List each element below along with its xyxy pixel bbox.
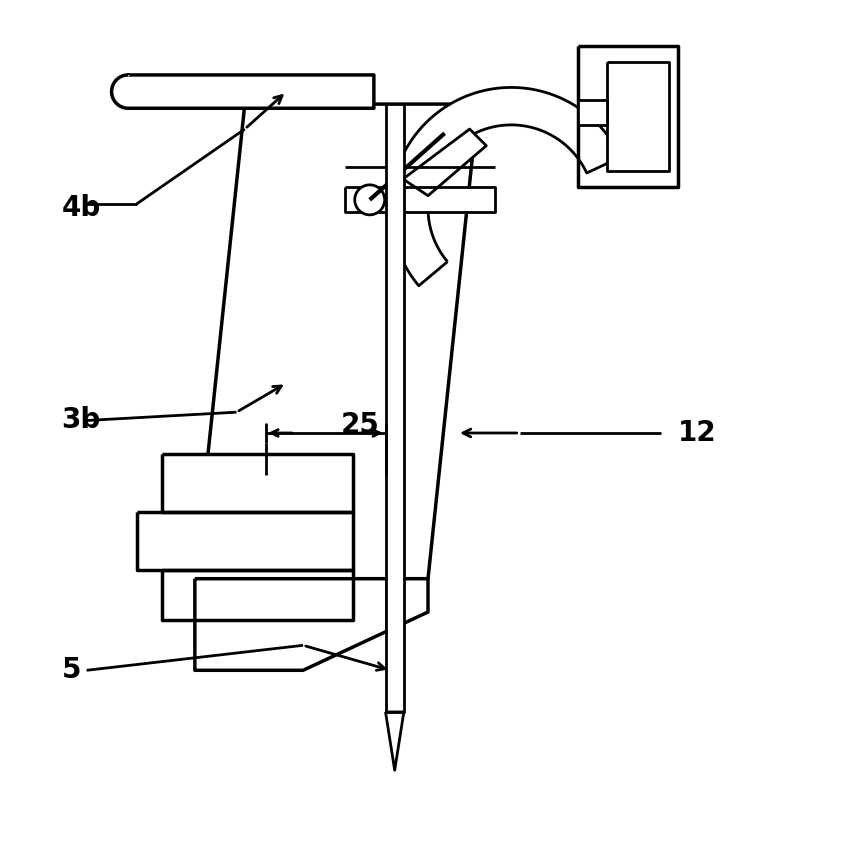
Polygon shape: [162, 570, 353, 621]
Polygon shape: [111, 75, 374, 108]
Text: 12: 12: [678, 419, 716, 447]
Text: 4b: 4b: [62, 194, 101, 222]
Polygon shape: [607, 62, 669, 171]
Polygon shape: [195, 579, 428, 670]
Polygon shape: [403, 129, 486, 196]
Polygon shape: [578, 100, 607, 125]
Text: 5: 5: [62, 656, 81, 685]
Polygon shape: [195, 104, 478, 579]
Polygon shape: [385, 104, 404, 712]
Polygon shape: [385, 712, 404, 770]
Circle shape: [354, 185, 384, 214]
Text: 25: 25: [341, 410, 379, 439]
Text: 3b: 3b: [62, 406, 101, 435]
Polygon shape: [162, 454, 353, 512]
Polygon shape: [578, 45, 678, 188]
Polygon shape: [345, 188, 495, 212]
Polygon shape: [390, 87, 621, 286]
Polygon shape: [137, 512, 353, 570]
